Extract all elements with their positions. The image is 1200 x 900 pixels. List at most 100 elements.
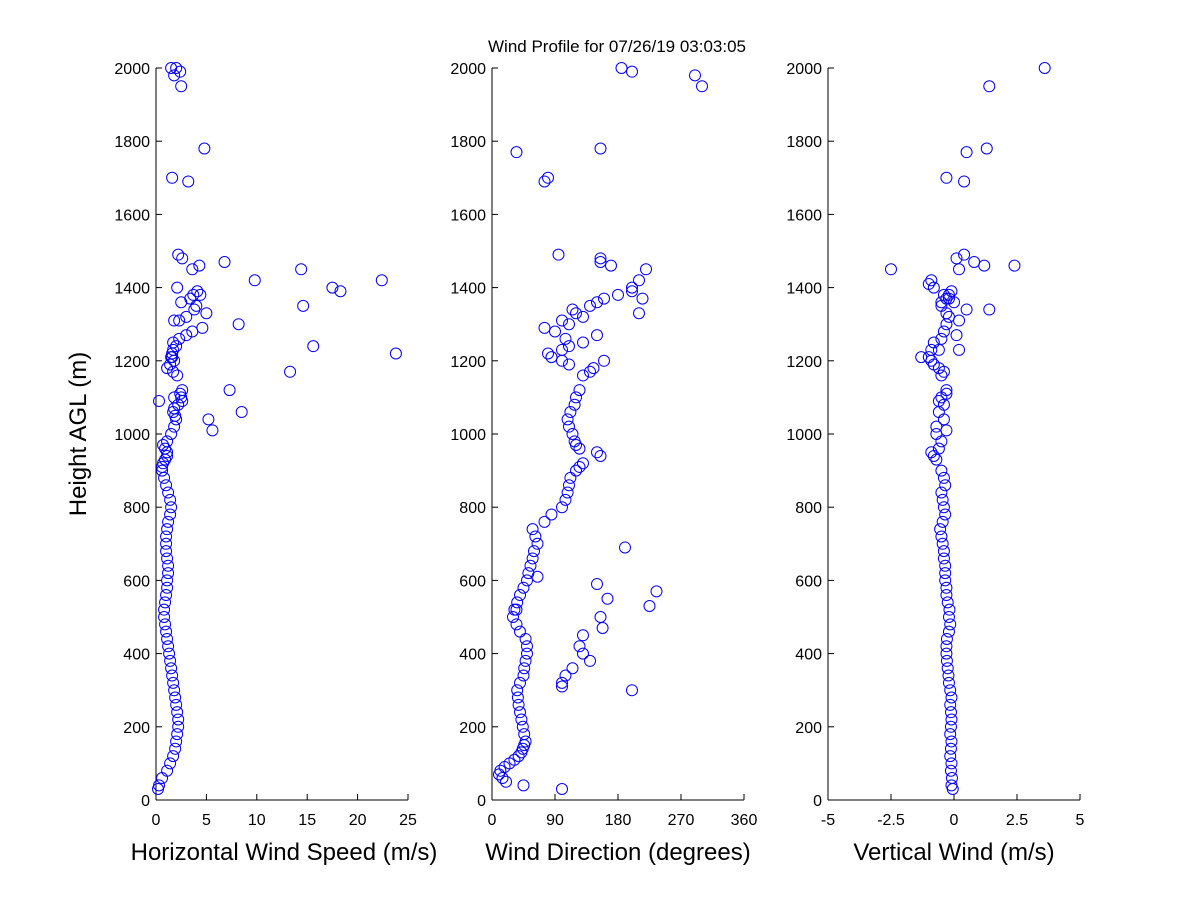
data-point	[515, 713, 528, 726]
data-point	[538, 515, 551, 528]
data-point	[152, 783, 165, 796]
data-point	[518, 662, 531, 675]
data-point	[171, 369, 184, 382]
data-point	[564, 406, 577, 419]
y-tick-label: 800	[123, 500, 150, 517]
data-point	[570, 464, 582, 477]
data-point	[556, 354, 568, 367]
data-point	[170, 698, 183, 711]
data-point	[584, 365, 596, 378]
data-point	[643, 600, 656, 613]
data-point	[526, 552, 539, 565]
y-tick-label: 800	[795, 500, 822, 517]
data-point	[517, 669, 530, 682]
data-point	[500, 775, 512, 788]
data-point	[512, 698, 525, 711]
x-tick-label: 0	[488, 812, 497, 829]
data-point	[983, 303, 996, 316]
data-point	[156, 772, 169, 785]
data-point	[939, 479, 952, 492]
data-point	[160, 530, 173, 543]
data-point	[556, 676, 568, 689]
data-point	[940, 632, 953, 645]
data-point	[633, 274, 645, 287]
data-point	[184, 292, 197, 305]
data-point	[334, 285, 347, 298]
data-point	[168, 684, 181, 697]
data-point	[180, 310, 193, 323]
data-point	[165, 662, 178, 675]
data-point	[939, 567, 952, 580]
data-point	[153, 395, 166, 408]
data-point	[161, 449, 174, 462]
data-point	[521, 574, 533, 587]
data-point	[944, 742, 957, 755]
data-point	[944, 764, 957, 777]
data-point	[942, 611, 955, 623]
y-tick-label: 400	[123, 647, 150, 664]
x-tick-label: 270	[668, 812, 695, 829]
data-point	[950, 252, 963, 265]
y-tick-label: 1200	[786, 354, 822, 371]
data-point	[945, 713, 958, 726]
data-point	[172, 248, 185, 261]
data-point	[538, 175, 551, 188]
data-point	[937, 365, 950, 378]
data-point	[944, 618, 957, 631]
data-point	[172, 713, 185, 726]
data-point	[945, 772, 958, 785]
data-point	[939, 574, 952, 587]
y-tick-label: 600	[795, 573, 822, 590]
data-point	[186, 263, 199, 276]
data-point	[167, 750, 180, 763]
subplot-speed: 0 200 400 600 800 1000 1200 1400 1600 1800 2000 0 5 1…	[65, 61, 437, 866]
data-point	[162, 640, 175, 653]
data-point	[160, 537, 173, 550]
x-tick-label: 15	[298, 812, 316, 829]
y-tick-label: 2000	[786, 61, 822, 78]
data-point	[570, 391, 582, 404]
data-point	[176, 384, 189, 397]
data-point	[521, 647, 533, 660]
x-tick-label: -2.5	[877, 812, 905, 829]
data-point	[248, 274, 261, 287]
x-tick-label: 25	[399, 812, 417, 829]
data-point	[945, 779, 958, 792]
data-point	[939, 559, 952, 572]
data-point	[510, 618, 523, 631]
data-point	[161, 764, 174, 777]
y-tick-label: 200	[123, 720, 150, 737]
data-point	[519, 735, 532, 748]
data-point	[389, 347, 402, 360]
y-tick-label: 800	[459, 500, 486, 517]
data-point	[521, 640, 533, 653]
series-vertical	[885, 62, 1051, 796]
data-point	[570, 307, 582, 320]
data-point	[528, 545, 540, 558]
data-point	[633, 307, 645, 320]
x-tick-label: 360	[731, 812, 758, 829]
data-point	[508, 753, 521, 766]
data-point	[587, 362, 600, 375]
data-point	[935, 530, 948, 543]
data-point	[223, 384, 236, 397]
data-point	[932, 343, 945, 356]
x-tick-label: 10	[248, 812, 266, 829]
data-point	[170, 735, 183, 748]
subplot-vertical: 0 200 400 600 800 1000 1200 1400 1600 1800 2000 -5 -…	[786, 61, 1084, 866]
data-point	[167, 406, 180, 419]
data-point	[940, 589, 953, 602]
data-point	[568, 435, 581, 448]
data-point	[519, 654, 532, 667]
data-point	[577, 310, 589, 323]
data-point	[510, 603, 523, 616]
data-point	[531, 570, 544, 583]
data-point	[524, 559, 537, 572]
y-tick-label: 200	[459, 720, 486, 737]
data-point	[937, 413, 950, 426]
data-point	[937, 545, 950, 558]
data-point	[577, 457, 589, 470]
data-point	[297, 299, 310, 312]
data-point	[935, 486, 948, 499]
